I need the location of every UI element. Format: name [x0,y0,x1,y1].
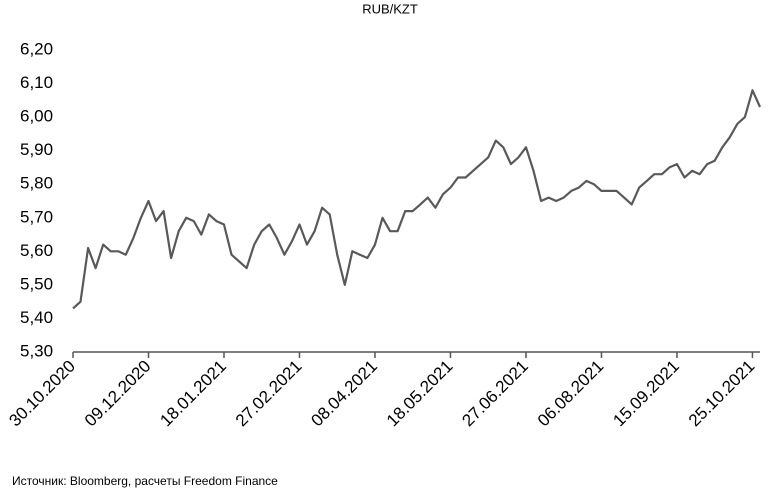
x-tick-label: 06.08.2021 [534,357,608,431]
y-tick-label: 5,90 [20,140,53,159]
x-tick-label: 15.09.2021 [609,357,683,431]
y-tick-label: 6,10 [20,73,53,92]
y-tick-label: 5,30 [20,341,53,360]
data-line [72,89,762,310]
y-tick-label: 5,70 [20,207,53,226]
y-tick-label: 6,00 [20,107,53,126]
x-tick-label: 27.02.2021 [232,357,306,431]
y-tick-label: 5,40 [20,308,53,327]
x-tick-label: 08.04.2021 [307,357,381,431]
y-tick-label: 6,20 [20,39,53,58]
y-tick-label: 5,80 [20,174,53,193]
source-note: Источник: Bloomberg, расчеты Freedom Fin… [12,474,278,488]
y-tick-label: 5,60 [20,241,53,260]
x-tick-label: 18.05.2021 [383,357,457,431]
chart-title: RUB/KZT [362,1,418,16]
y-tick-label: 5,50 [20,274,53,293]
x-tick-label: 25.10.2021 [685,357,759,431]
x-tick-label: 18.01.2021 [156,357,230,431]
x-tick-label: 09.12.2020 [81,357,155,431]
x-tick-label: 30.10.2020 [5,357,79,431]
x-tick-label: 27.06.2021 [458,357,532,431]
